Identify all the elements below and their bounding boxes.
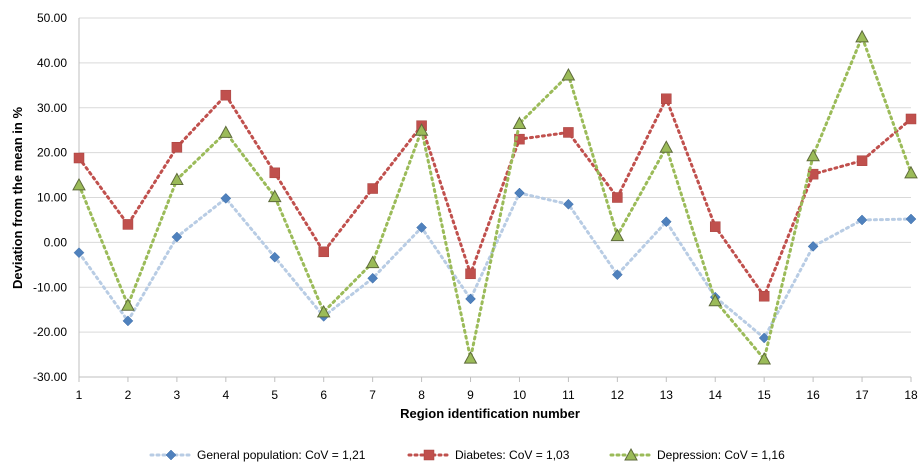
y-tick-label: 40.00 (37, 56, 67, 70)
data-point-marker (905, 213, 917, 225)
data-point-marker (318, 246, 329, 258)
gridlines (79, 17, 911, 378)
data-point-marker (904, 165, 918, 179)
data-point-marker (659, 140, 674, 153)
legend: General population: CoV = 1,21 Diabetes: … (149, 447, 785, 462)
data-point-marker (170, 172, 184, 186)
data-point-marker (465, 268, 476, 280)
data-point-marker (856, 155, 868, 166)
data-point-marker (807, 241, 819, 252)
x-axis-title: Region identification number (400, 406, 580, 421)
data-point-marker (367, 272, 379, 284)
legend-item-1: General population: CoV = 1,21 (149, 448, 366, 462)
data-point-marker (660, 216, 672, 228)
y-tick-label: 50.00 (37, 11, 67, 25)
x-tick-label: 8 (418, 388, 425, 402)
y-tick-label: 10.00 (37, 191, 67, 205)
x-tick-label: 13 (660, 388, 674, 402)
data-point-marker (416, 222, 427, 233)
data-point-marker (269, 251, 281, 263)
data-point-marker (220, 89, 232, 101)
data-point-marker (855, 29, 869, 43)
series-line (77, 32, 913, 363)
data-point-marker (563, 198, 574, 210)
x-tick-label: 11 (562, 388, 575, 402)
data-point-marker (122, 315, 134, 327)
data-point-marker (73, 247, 85, 259)
data-point-marker (514, 187, 525, 199)
x-tick-label: 16 (806, 388, 820, 402)
data-point-marker (708, 293, 723, 307)
data-point-marker (220, 193, 232, 204)
data-point-marker (414, 123, 429, 136)
y-axis-title: Deviation from the mean in % (10, 107, 25, 289)
data-point-marker (709, 221, 721, 232)
y-tick-label: -30.00 (33, 370, 67, 384)
x-tick-label: 9 (467, 388, 474, 402)
data-point-marker (122, 219, 134, 230)
legend-item-2: Diabetes: CoV = 1,03 (407, 448, 570, 462)
axes: -30.00 -20.00 -10.00 0.00 10.00 20.00 30.00 40.… (33, 11, 918, 402)
data-point-marker (624, 447, 638, 461)
data-point-marker (611, 269, 623, 281)
x-tick-label: 12 (611, 388, 625, 402)
data-point-marker (423, 449, 435, 461)
data-point-marker (563, 127, 574, 138)
data-point-marker (612, 192, 623, 203)
data-point-marker (73, 152, 85, 164)
legend-label: General population: CoV = 1,21 (197, 448, 366, 462)
series-2 (73, 89, 917, 302)
data-point-marker (561, 67, 576, 81)
series-1 (73, 187, 917, 344)
data-point-marker (367, 183, 378, 194)
data-point-marker (610, 228, 625, 242)
data-point-marker (463, 351, 478, 364)
x-tick-label: 10 (513, 388, 527, 402)
data-point-marker (267, 189, 282, 203)
x-tick-label: 7 (369, 388, 376, 402)
data-point-marker (269, 167, 281, 179)
x-tick-label: 15 (757, 388, 771, 402)
y-tick-label: -10.00 (33, 280, 67, 294)
x-tick-label: 18 (904, 388, 918, 402)
data-point-marker (72, 177, 86, 191)
data-point-marker (758, 290, 770, 302)
x-tick-label: 4 (222, 388, 229, 402)
x-tick-label: 17 (855, 388, 869, 402)
data-point-marker (905, 113, 917, 125)
data-point-marker (171, 141, 183, 153)
x-tick-label: 3 (174, 388, 181, 402)
data-point-marker (758, 332, 770, 344)
data-point-marker (856, 214, 868, 226)
legend-label: Depression: CoV = 1,16 (657, 448, 785, 462)
x-tick-label: 5 (271, 388, 278, 402)
x-tick-label: 1 (76, 388, 83, 402)
data-point-marker (465, 293, 476, 305)
data-point-marker (757, 352, 772, 365)
legend-label: Diabetes: CoV = 1,03 (455, 448, 570, 462)
series-line (77, 92, 913, 300)
data-point-marker (514, 133, 525, 145)
data-point-marker (165, 449, 177, 461)
x-tick-label: 14 (709, 388, 723, 402)
data-point-marker (171, 231, 183, 243)
data-point-marker (121, 298, 135, 311)
data-point-marker (512, 116, 527, 129)
series-3 (72, 29, 918, 365)
y-tick-label: 30.00 (37, 101, 67, 115)
data-point-marker (218, 125, 233, 138)
series-group (72, 29, 918, 365)
y-tick-label: -20.00 (33, 325, 67, 339)
data-point-marker (316, 304, 331, 318)
x-tick-label: 2 (125, 388, 132, 402)
legend-item-3: Depression: CoV = 1,16 (609, 447, 785, 462)
data-point-marker (365, 255, 380, 269)
data-point-marker (661, 93, 672, 105)
y-tick-label: 20.00 (37, 146, 67, 160)
y-tick-label: 0.00 (44, 235, 68, 249)
x-tick-label: 6 (320, 388, 327, 402)
data-point-marker (806, 148, 820, 162)
